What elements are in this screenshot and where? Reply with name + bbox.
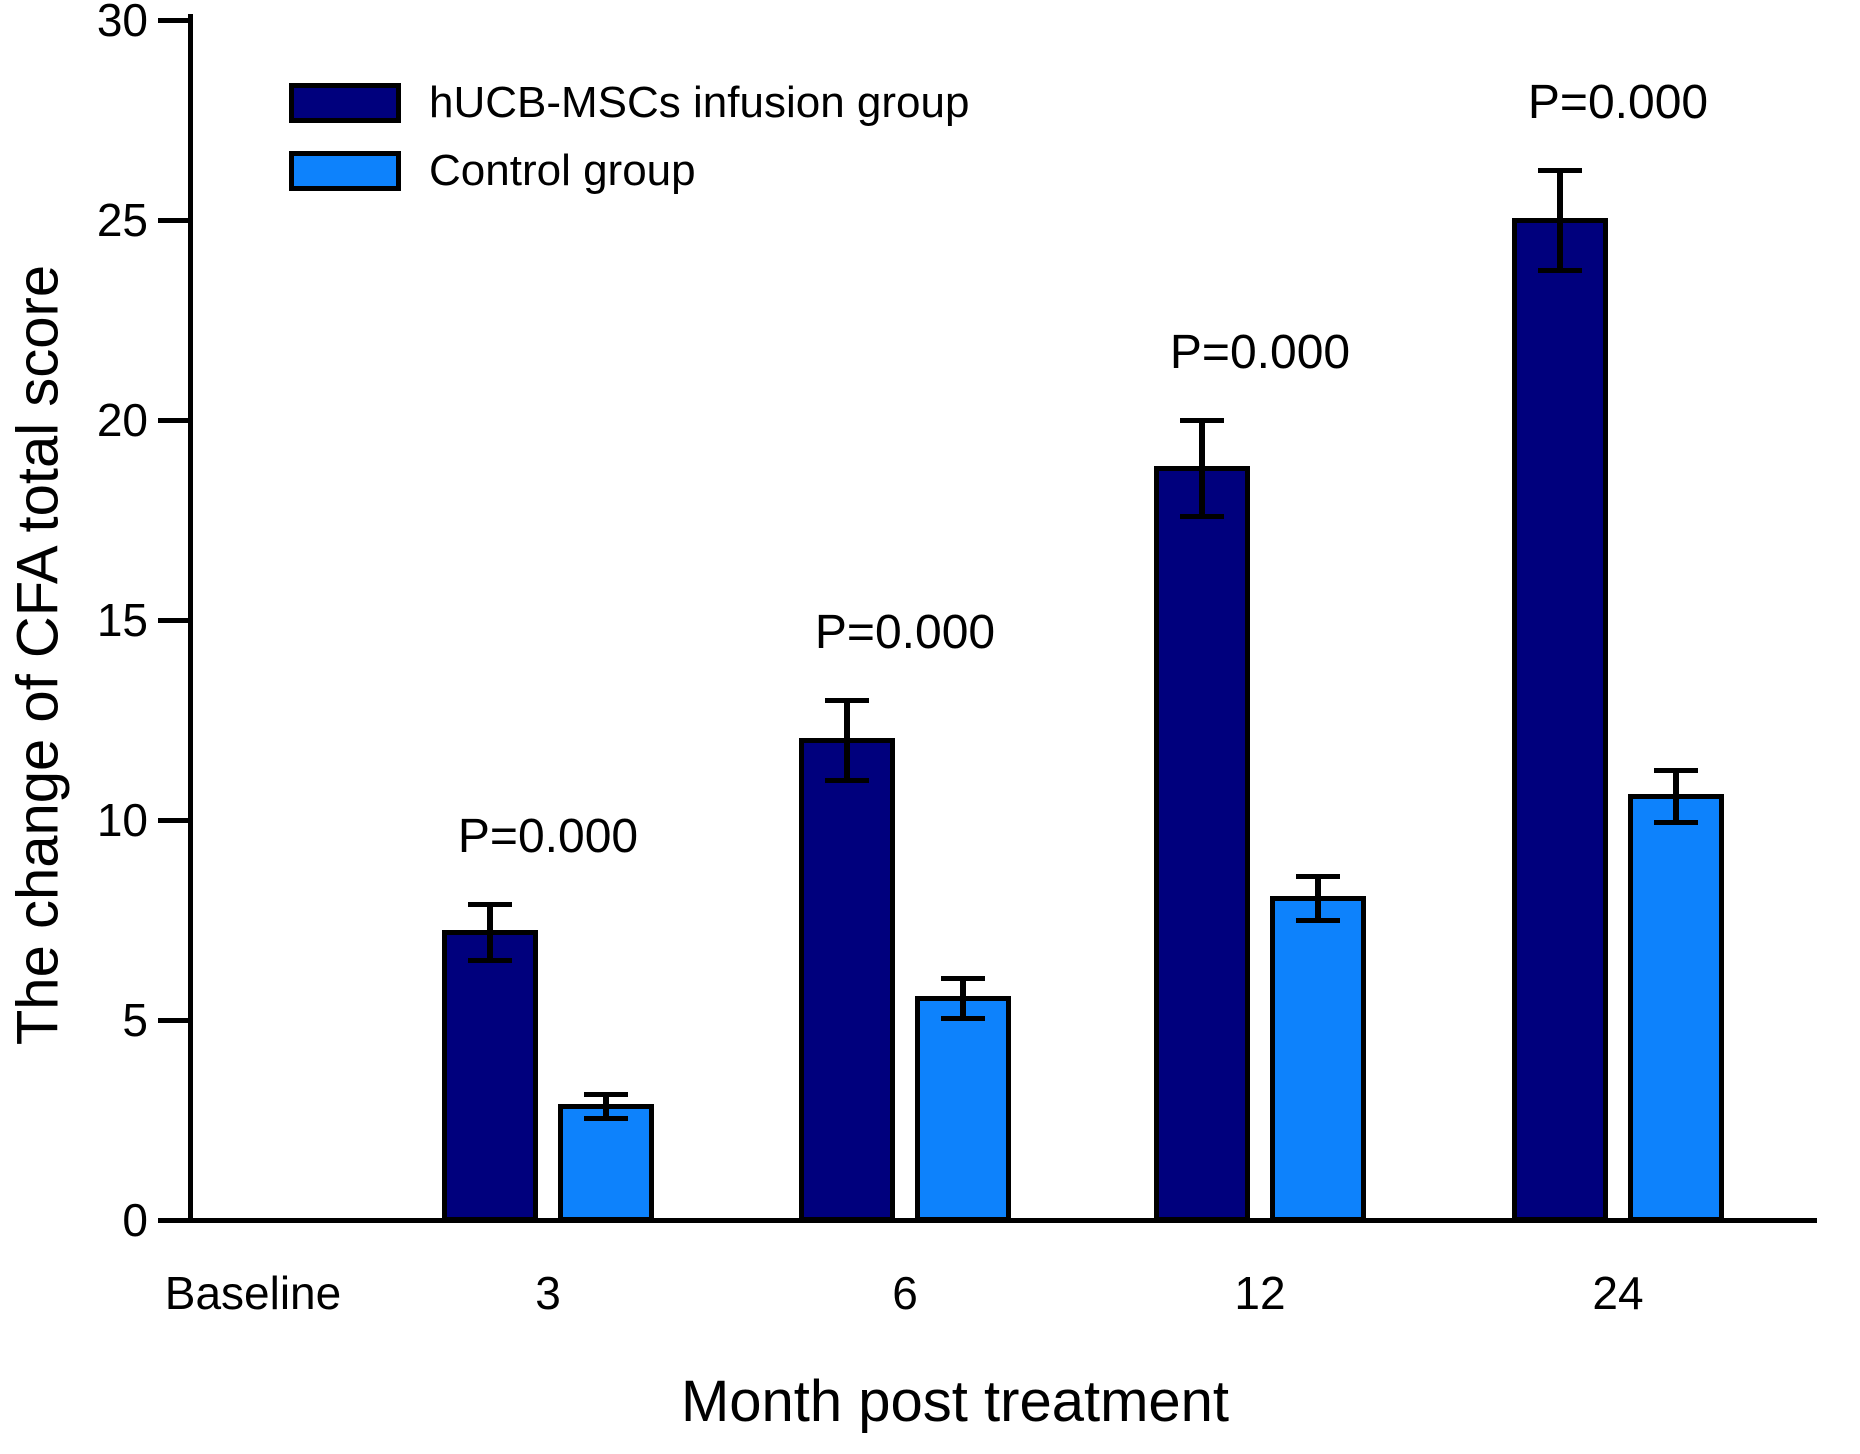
error-bar-top-cap xyxy=(825,698,869,703)
error-bar-stem xyxy=(1199,420,1205,516)
error-bar-bottom-cap xyxy=(1180,514,1224,519)
y-tick-label: 0 xyxy=(122,1194,148,1246)
x-category-label: Baseline xyxy=(164,1267,342,1319)
error-bar-bottom-cap xyxy=(1538,268,1582,273)
y-tick-label: 25 xyxy=(96,194,148,246)
p-value-label: P=0.000 xyxy=(457,810,639,863)
error-bar-top-cap xyxy=(1654,768,1698,773)
error-bar-stem xyxy=(960,978,966,1018)
p-value-label: P=0.000 xyxy=(814,606,996,659)
error-bar-bottom-cap xyxy=(468,958,512,963)
bar-control-12 xyxy=(1270,896,1366,1222)
error-bar-bottom-cap xyxy=(1654,820,1698,825)
error-bar-top-cap xyxy=(1538,168,1582,173)
error-bar-top-cap xyxy=(941,976,985,981)
error-bar-bottom-cap xyxy=(584,1116,628,1121)
error-bar-stem xyxy=(1557,170,1563,270)
error-bar-top-cap xyxy=(584,1092,628,1097)
x-axis-title: Month post treatment xyxy=(680,1369,1230,1434)
error-bar-bottom-cap xyxy=(1296,918,1340,923)
y-axis-tick xyxy=(158,1218,188,1223)
y-axis-tick xyxy=(158,418,188,423)
bar-infusion-12 xyxy=(1154,466,1250,1222)
y-tick-label: 10 xyxy=(96,794,148,846)
error-bar-top-cap xyxy=(1296,874,1340,879)
error-bar-stem xyxy=(844,700,850,780)
legend-swatch-hucb-mscs-infusion-group xyxy=(289,83,401,123)
legend-item-control-group: Control group xyxy=(289,146,969,196)
error-bar-stem xyxy=(1673,770,1679,822)
y-axis-tick xyxy=(158,818,188,823)
y-axis-tick xyxy=(158,218,188,223)
bar-infusion-6 xyxy=(799,738,895,1222)
x-category-label: 12 xyxy=(1234,1267,1286,1319)
error-bar-stem xyxy=(603,1094,609,1118)
y-tick-label: 20 xyxy=(96,394,148,446)
error-bar-bottom-cap xyxy=(825,778,869,783)
bar-control-24 xyxy=(1628,794,1724,1222)
y-tick-label: 15 xyxy=(96,594,148,646)
bar-control-3 xyxy=(558,1104,654,1222)
x-category-label: 6 xyxy=(892,1267,918,1319)
y-axis-tick xyxy=(158,618,188,623)
p-value-label: P=0.000 xyxy=(1527,76,1709,129)
bar-control-6 xyxy=(915,996,1011,1222)
legend: hUCB-MSCs infusion group Control group xyxy=(289,78,969,196)
error-bar-bottom-cap xyxy=(941,1016,985,1021)
error-bar-top-cap xyxy=(1180,418,1224,423)
y-tick-label: 30 xyxy=(96,0,148,46)
legend-item-infusion-group: hUCB-MSCs infusion group xyxy=(289,78,969,128)
legend-label-hucb-mscs-infusion-group: hUCB-MSCs infusion group xyxy=(429,78,970,127)
p-value-label: P=0.000 xyxy=(1169,326,1351,379)
y-tick-label: 5 xyxy=(122,994,148,1046)
bar-infusion-24 xyxy=(1512,218,1608,1222)
error-bar-stem xyxy=(487,904,493,960)
error-bar-stem xyxy=(1315,876,1321,920)
y-axis-title: The change of CFA total score xyxy=(5,264,71,1046)
legend-swatch-control-group xyxy=(289,151,401,191)
legend-label-control-group: Control group xyxy=(429,146,696,195)
y-axis-tick xyxy=(158,1018,188,1023)
y-axis-tick xyxy=(158,18,188,23)
x-category-label: 24 xyxy=(1592,1267,1644,1319)
bar-infusion-3 xyxy=(442,930,538,1222)
error-bar-top-cap xyxy=(468,902,512,907)
x-category-label: 3 xyxy=(535,1267,561,1319)
